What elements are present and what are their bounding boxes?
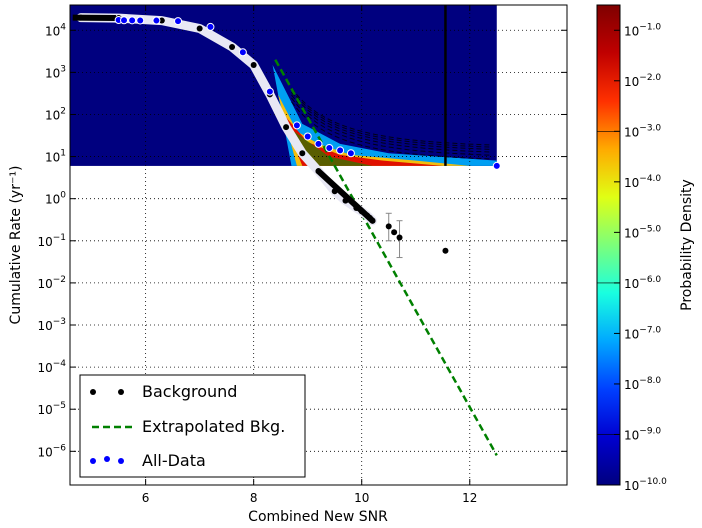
- density-contour: [291, 87, 492, 146]
- background-point: [77, 14, 84, 21]
- y-tick-label: 101: [45, 149, 66, 165]
- x-tick-label: 12: [462, 491, 477, 505]
- density-region-outer: [272, 64, 497, 166]
- data-marks: [72, 5, 501, 457]
- legend-all-data-label: All-Data: [142, 451, 206, 470]
- legend-entry-all-data: All-Data: [90, 451, 206, 470]
- background-point: [299, 150, 306, 157]
- all-data-point: [120, 16, 129, 25]
- all-data-point: [325, 143, 334, 152]
- all-data-point: [265, 87, 274, 96]
- colorbar-tick-label: 10−1.0: [624, 22, 661, 38]
- density-contour: [291, 97, 492, 156]
- legend-all-data-marker: [90, 458, 96, 464]
- x-tick-label: 6: [142, 491, 150, 505]
- y-tick-label: 100: [45, 191, 66, 207]
- colorbar-tick-label: 10−6.0: [624, 275, 661, 291]
- background-point: [158, 17, 165, 24]
- background-point: [391, 229, 398, 236]
- y-tick-label: 10−6: [37, 443, 66, 459]
- legend: Background Extrapolated Bkg. All-Data: [79, 374, 306, 478]
- legend-all-data-marker: [104, 456, 110, 462]
- grid-lines: [70, 5, 567, 485]
- legend-entry-extrapolated: Extrapolated Bkg.: [92, 417, 285, 436]
- x-axis-label: Combined New SNR: [248, 509, 388, 525]
- all-data-point: [314, 139, 323, 148]
- colorbar-tick-label: 10−3.0: [624, 123, 661, 139]
- colorbar-label: Probability Density: [679, 179, 695, 311]
- background-point: [315, 168, 322, 175]
- colorbar-tick-label: 10−10.0: [624, 477, 667, 493]
- colorbar: 10−1.0 10−2.0 10−3.0 10−4.0 10−5.0 10−6.0 10−7…: [596, 4, 695, 493]
- y-tick-label: 10−5: [37, 401, 66, 417]
- y-tick-label: 10−1: [37, 233, 66, 249]
- all-data-point: [336, 146, 345, 155]
- y-tick-label: 10−4: [37, 359, 66, 375]
- density-contour: [291, 89, 492, 148]
- background-point: [342, 197, 349, 204]
- extrapolated-bkg-line: [274, 59, 498, 457]
- all-data-point: [292, 121, 301, 130]
- colorbar-ticks: 10−1.0 10−2.0 10−3.0 10−4.0 10−5.0 10−6.0 10−7…: [614, 22, 667, 493]
- y-axis-label: Cumulative Rate (yr⁻¹): [8, 166, 24, 325]
- y-axis-ticks: 104 103 102 101 100 10−1 10−2 10−3 10−4 10−5 10−6: [37, 22, 567, 459]
- colorbar-frame: [596, 4, 621, 486]
- all-data-point: [136, 16, 145, 25]
- x-tick-label: 10: [354, 491, 369, 505]
- y-tick-label: 10−2: [37, 275, 66, 291]
- all-data-point: [152, 16, 161, 25]
- density-background: [70, 5, 497, 166]
- legend-background-marker: [118, 389, 124, 395]
- all-data-point: [346, 149, 355, 158]
- all-data-point: [174, 17, 183, 26]
- y-tick-label: 104: [45, 22, 66, 38]
- colorbar-tick-label: 10−7.0: [624, 325, 661, 341]
- background-point: [250, 61, 257, 68]
- density-contour: [291, 101, 492, 160]
- background-point: [358, 208, 365, 215]
- legend-background-marker: [90, 389, 96, 395]
- legend-extrapolated-label: Extrapolated Bkg.: [142, 417, 285, 436]
- colorbar-tick-label: 10−9.0: [624, 426, 661, 442]
- x-axis-ticks: 6 8 10 12: [142, 5, 477, 505]
- background-point: [353, 205, 360, 212]
- all-data-point: [303, 132, 312, 141]
- background-point: [196, 25, 203, 32]
- background-point: [331, 188, 338, 195]
- all-data-point: [492, 161, 501, 170]
- background-point: [369, 217, 376, 224]
- background-point: [229, 44, 236, 51]
- colorbar-tick-label: 10−5.0: [624, 224, 661, 240]
- all-data-point: [128, 16, 137, 25]
- y-tick-label: 10−3: [37, 317, 66, 333]
- background-point: [442, 247, 449, 254]
- legend-all-data-marker: [118, 458, 124, 464]
- density-contour: [291, 94, 492, 153]
- background-point: [385, 223, 392, 230]
- x-tick-label: 8: [250, 491, 258, 505]
- legend-background-label: Background: [142, 382, 237, 401]
- colorbar-tick-label: 10−8.0: [624, 376, 661, 392]
- y-tick-label: 103: [45, 64, 66, 80]
- colorbar-gradient: [597, 5, 620, 485]
- colorbar-tick-label: 10−2.0: [624, 73, 661, 89]
- plot-frame: [69, 4, 568, 486]
- all-data-point: [206, 22, 215, 31]
- y-tick-label: 102: [45, 106, 66, 122]
- colorbar-tick-label: 10−4.0: [624, 174, 661, 190]
- legend-entry-background: Background: [90, 382, 237, 401]
- background-point: [396, 234, 403, 241]
- all-data-point: [238, 48, 247, 57]
- density-map: [70, 5, 497, 166]
- background-point: [283, 124, 290, 131]
- density-contour: [291, 91, 492, 150]
